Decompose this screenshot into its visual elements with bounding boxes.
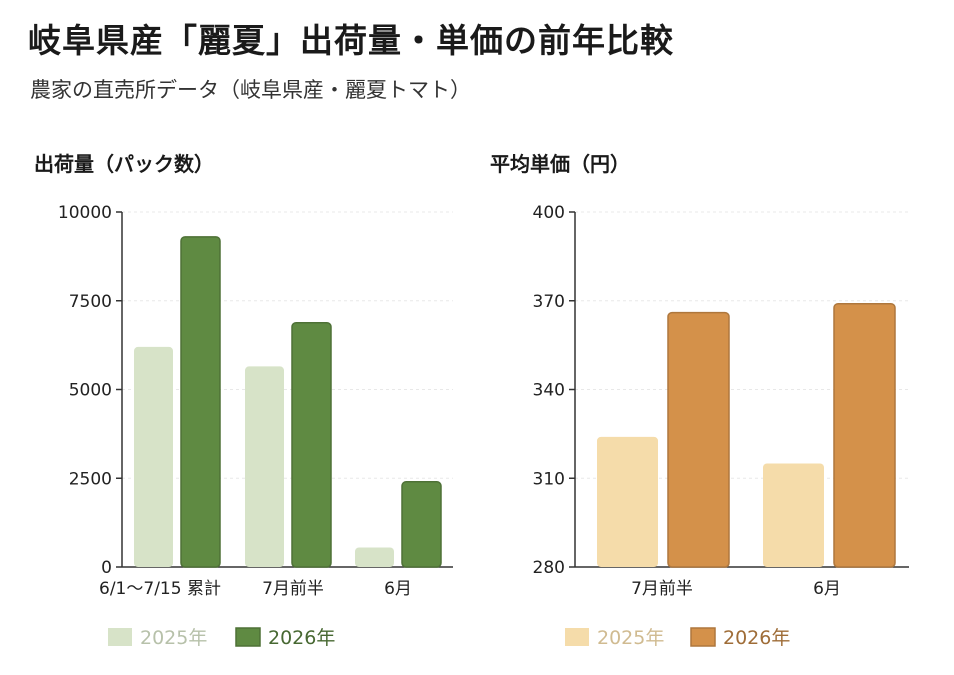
page-subtitle: 農家の直売所データ（岐阜県産・麗夏トマト） bbox=[30, 78, 471, 102]
volume-category-label: 6/1〜7/15 累計 bbox=[99, 579, 221, 599]
volume-legend-swatch bbox=[235, 627, 261, 647]
shipment-volume-chart: 0 2500 5000 7500 10000 6/1〜7/15 累計 7月前半 6月 2025年… bbox=[58, 203, 453, 649]
volume-legend-label: 2025年 bbox=[140, 627, 207, 649]
page-title: 岐阜県産「麗夏」出荷量・単価の前年比較 bbox=[28, 21, 674, 60]
right-chart-title: 平均単価（円） bbox=[490, 152, 630, 176]
price-legend-swatch bbox=[565, 628, 589, 646]
volume-bar-2026 bbox=[291, 322, 332, 568]
price-y-tick-label: 280 bbox=[533, 558, 565, 578]
volume-y-tick-label: 10000 bbox=[58, 203, 112, 223]
volume-legend-swatch bbox=[108, 628, 132, 646]
volume-bar-2025 bbox=[245, 366, 284, 567]
average-price-chart: 280 310 340 370 400 7月前半 6月 2025年 2026年 bbox=[533, 203, 909, 649]
volume-bar-2025 bbox=[134, 346, 173, 567]
volume-y-tick-label: 7500 bbox=[69, 292, 112, 312]
price-y-tick-label: 340 bbox=[533, 381, 565, 401]
volume-bar-2026 bbox=[401, 481, 442, 568]
volume-y-tick-label: 0 bbox=[101, 558, 112, 578]
price-bar-2025 bbox=[763, 463, 824, 567]
volume-bar-2026 bbox=[180, 236, 221, 568]
left-chart-title: 出荷量（パック数） bbox=[34, 152, 214, 176]
price-bar-2026 bbox=[833, 302, 896, 568]
price-legend-label: 2026年 bbox=[723, 627, 790, 649]
price-category-label: 6月 bbox=[813, 579, 841, 599]
price-y-tick-label: 370 bbox=[533, 292, 565, 312]
price-y-tick-label: 400 bbox=[533, 203, 565, 223]
price-category-label: 7月前半 bbox=[631, 579, 693, 599]
price-bar-2025 bbox=[597, 436, 658, 567]
volume-legend-label: 2026年 bbox=[268, 627, 335, 649]
price-bar-2026 bbox=[667, 311, 730, 568]
volume-y-tick-label: 5000 bbox=[69, 381, 112, 401]
volume-y-tick-label: 2500 bbox=[69, 469, 112, 489]
price-legend-swatch bbox=[690, 627, 716, 647]
volume-category-label: 6月 bbox=[384, 579, 412, 599]
price-legend-label: 2025年 bbox=[597, 627, 664, 649]
volume-category-label: 7月前半 bbox=[262, 579, 324, 599]
price-y-tick-label: 310 bbox=[533, 469, 565, 489]
volume-bar-2025 bbox=[355, 547, 394, 567]
